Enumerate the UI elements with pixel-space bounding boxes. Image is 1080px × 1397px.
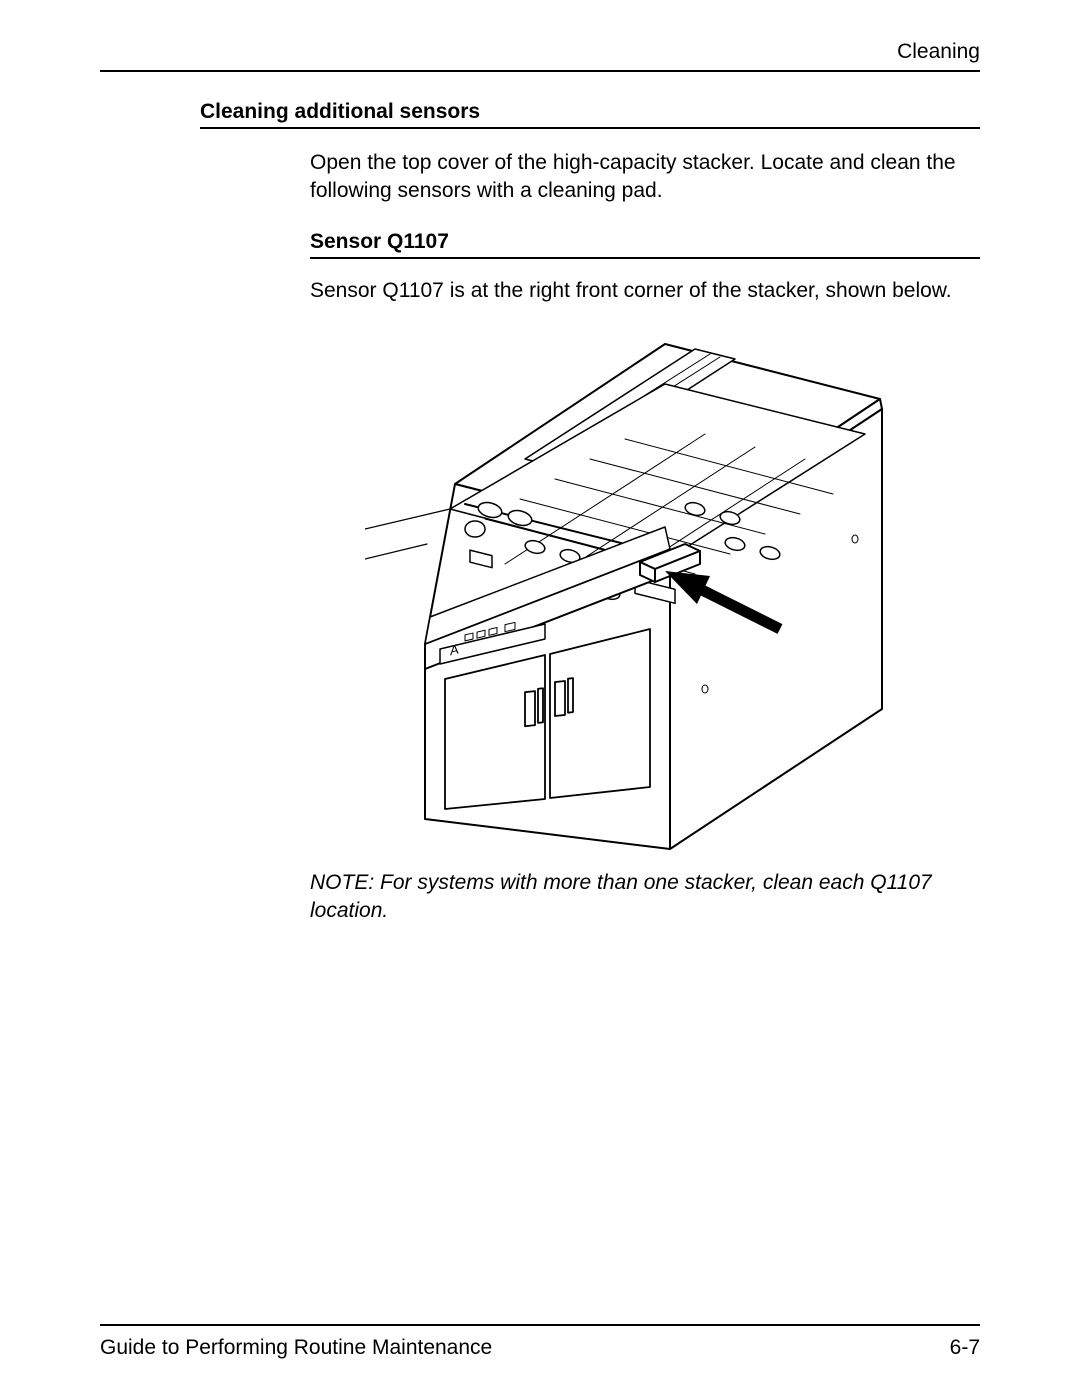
- sub-heading: Sensor Q1107: [310, 230, 980, 257]
- note-paragraph: NOTE: For systems with more than one sta…: [310, 869, 980, 926]
- lead-lines: [365, 509, 450, 559]
- document-page: Cleaning Cleaning additional sensors Ope…: [100, 40, 980, 1360]
- intro-paragraph: Open the top cover of the high-capacity …: [310, 149, 980, 206]
- page-number: 6-7: [950, 1336, 980, 1360]
- header-rule: [100, 70, 980, 72]
- running-header: Cleaning: [100, 40, 980, 70]
- panel-label: A: [450, 642, 459, 659]
- figure-container: A: [310, 329, 980, 859]
- note-block: NOTE: For systems with more than one sta…: [310, 869, 980, 926]
- sensor-paragraph: Sensor Q1107 is at the right front corne…: [310, 277, 980, 305]
- stacker-diagram: A: [365, 329, 925, 859]
- body-block: Open the top cover of the high-capacity …: [310, 149, 980, 305]
- page-footer: Guide to Performing Routine Maintenance …: [100, 1324, 980, 1360]
- section-rule: [200, 127, 980, 129]
- footer-rule: [100, 1324, 980, 1326]
- section-heading: Cleaning additional sensors: [200, 100, 980, 127]
- footer-title: Guide to Performing Routine Maintenance: [100, 1336, 492, 1360]
- sub-rule: [310, 257, 980, 259]
